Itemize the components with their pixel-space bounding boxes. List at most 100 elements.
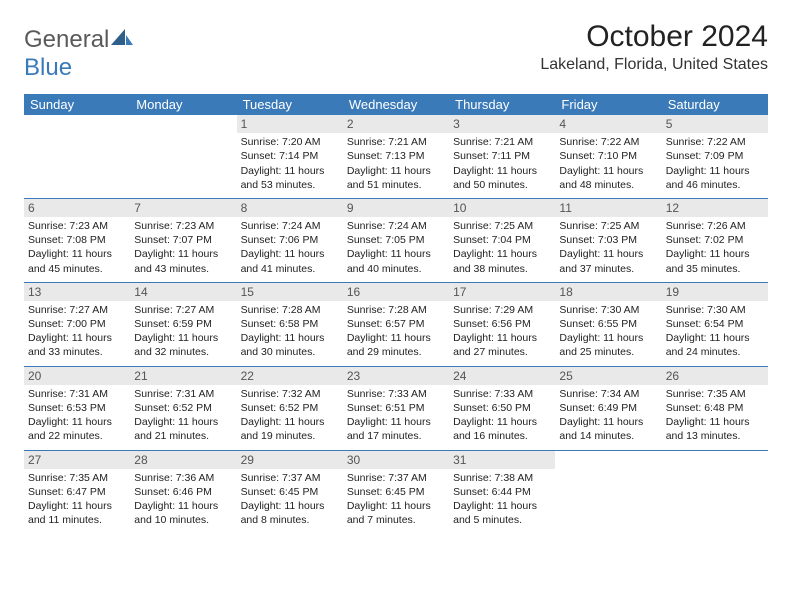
week-row: 27Sunrise: 7:35 AMSunset: 6:47 PMDayligh… (24, 450, 768, 533)
day-cell: 3 Sunrise: 7:21 AMSunset: 7:11 PMDaylight… (449, 115, 555, 198)
day-number: 11 (555, 199, 661, 217)
week-row: ..1Sunrise: 7:20 AMSunset: 7:14 PMDaylig… (24, 115, 768, 198)
day-header-fri: Friday (555, 94, 661, 115)
day-cell: 28Sunrise: 7:36 AMSunset: 6:46 PMDayligh… (130, 450, 236, 533)
day-line: Sunrise: 7:32 AM (241, 387, 339, 401)
day-line: Sunrise: 7:35 AM (666, 387, 764, 401)
day-line: Sunset: 6:45 PM (347, 485, 445, 499)
day-body: Sunrise: 7:35 AMSunset: 6:48 PMDaylight:… (666, 387, 764, 444)
title-block: October 2024 Lakeland, Florida, United S… (540, 20, 768, 74)
day-header-wed: Wednesday (343, 94, 449, 115)
location: Lakeland, Florida, United States (540, 56, 768, 74)
day-number: 9 (343, 199, 449, 217)
day-line: Sunset: 6:52 PM (241, 401, 339, 415)
day-line: Sunrise: 7:27 AM (28, 303, 126, 317)
day-line: Sunrise: 7:24 AM (241, 219, 339, 233)
day-header-row: Sunday Monday Tuesday Wednesday Thursday… (24, 94, 768, 115)
day-line: Daylight: 11 hours and 37 minutes. (559, 247, 657, 275)
day-line: Daylight: 11 hours and 30 minutes. (241, 331, 339, 359)
day-line: Daylight: 11 hours and 24 minutes. (666, 331, 764, 359)
day-cell: . (130, 115, 236, 198)
day-number: 28 (130, 451, 236, 469)
day-line: Sunset: 7:02 PM (666, 233, 764, 247)
day-body: Sunrise: 7:29 AMSunset: 6:56 PMDaylight:… (453, 303, 551, 360)
day-body: Sunrise: 7:31 AMSunset: 6:53 PMDaylight:… (28, 387, 126, 444)
day-number: 19 (662, 283, 768, 301)
day-header-thu: Thursday (449, 94, 555, 115)
week-row: 20Sunrise: 7:31 AMSunset: 6:53 PMDayligh… (24, 366, 768, 450)
day-line: Daylight: 11 hours and 43 minutes. (134, 247, 232, 275)
day-cell: 15 Sunrise: 7:28 AMSunset: 6:58 PMDayligh… (237, 282, 343, 366)
day-cell: 17 Sunrise: 7:29 AMSunset: 6:56 PMDayligh… (449, 282, 555, 366)
day-line: Sunset: 6:44 PM (453, 485, 551, 499)
day-body: Sunrise: 7:37 AMSunset: 6:45 PMDaylight:… (241, 471, 339, 528)
day-line: Sunset: 6:52 PM (134, 401, 232, 415)
day-number: 21 (130, 367, 236, 385)
day-line: Sunset: 6:47 PM (28, 485, 126, 499)
day-line: Sunset: 7:05 PM (347, 233, 445, 247)
day-line: Sunrise: 7:38 AM (453, 471, 551, 485)
day-body: Sunrise: 7:33 AMSunset: 6:51 PMDaylight:… (347, 387, 445, 444)
logo: GeneralBlue (24, 26, 133, 82)
day-line: Sunset: 6:48 PM (666, 401, 764, 415)
day-line: Daylight: 11 hours and 48 minutes. (559, 164, 657, 192)
day-header-mon: Monday (130, 94, 236, 115)
day-line: Sunrise: 7:35 AM (28, 471, 126, 485)
day-line: Sunrise: 7:26 AM (666, 219, 764, 233)
day-number: 2 (343, 115, 449, 133)
day-line: Sunrise: 7:37 AM (347, 471, 445, 485)
day-number: 18 (555, 283, 661, 301)
day-number: 17 (449, 283, 555, 301)
day-line: Sunset: 6:49 PM (559, 401, 657, 415)
day-line: Daylight: 11 hours and 25 minutes. (559, 331, 657, 359)
day-body: Sunrise: 7:22 AMSunset: 7:09 PMDaylight:… (666, 135, 764, 192)
day-line: Sunrise: 7:29 AM (453, 303, 551, 317)
day-line: Sunrise: 7:28 AM (241, 303, 339, 317)
day-line: Sunset: 7:11 PM (453, 149, 551, 163)
day-line: Daylight: 11 hours and 8 minutes. (241, 499, 339, 527)
day-number: 15 (237, 283, 343, 301)
day-number: 24 (449, 367, 555, 385)
day-line: Sunrise: 7:30 AM (559, 303, 657, 317)
day-number: 31 (449, 451, 555, 469)
day-cell: 7Sunrise: 7:23 AMSunset: 7:07 PMDaylight… (130, 198, 236, 282)
day-line: Daylight: 11 hours and 46 minutes. (666, 164, 764, 192)
day-cell: . (662, 450, 768, 533)
day-line: Daylight: 11 hours and 5 minutes. (453, 499, 551, 527)
week-row: 6Sunrise: 7:23 AMSunset: 7:08 PMDaylight… (24, 198, 768, 282)
day-body: Sunrise: 7:27 AMSunset: 6:59 PMDaylight:… (134, 303, 232, 360)
day-line: Daylight: 11 hours and 51 minutes. (347, 164, 445, 192)
day-cell: 26Sunrise: 7:35 AMSunset: 6:48 PMDayligh… (662, 366, 768, 450)
logo-text-gray: General (24, 26, 109, 53)
day-line: Sunrise: 7:21 AM (453, 135, 551, 149)
day-body: Sunrise: 7:35 AMSunset: 6:47 PMDaylight:… (28, 471, 126, 528)
header: GeneralBlue October 2024 Lakeland, Flori… (24, 20, 768, 82)
day-cell: 16Sunrise: 7:28 AMSunset: 6:57 PMDayligh… (343, 282, 449, 366)
day-cell: 5Sunrise: 7:22 AMSunset: 7:09 PMDaylight… (662, 115, 768, 198)
day-body: Sunrise: 7:32 AMSunset: 6:52 PMDaylight:… (241, 387, 339, 444)
day-line: Daylight: 11 hours and 29 minutes. (347, 331, 445, 359)
day-cell: 10Sunrise: 7:25 AMSunset: 7:04 PMDayligh… (449, 198, 555, 282)
day-number: 22 (237, 367, 343, 385)
page: GeneralBlue October 2024 Lakeland, Flori… (0, 0, 792, 553)
day-line: Daylight: 11 hours and 14 minutes. (559, 415, 657, 443)
day-line: Daylight: 11 hours and 50 minutes. (453, 164, 551, 192)
day-line: Daylight: 11 hours and 35 minutes. (666, 247, 764, 275)
day-body: Sunrise: 7:25 AMSunset: 7:03 PMDaylight:… (559, 219, 657, 276)
day-number: 8 (237, 199, 343, 217)
day-line: Sunset: 7:10 PM (559, 149, 657, 163)
day-body: Sunrise: 7:30 AMSunset: 6:54 PMDaylight:… (666, 303, 764, 360)
day-line: Sunset: 6:58 PM (241, 317, 339, 331)
day-cell: 6Sunrise: 7:23 AMSunset: 7:08 PMDaylight… (24, 198, 130, 282)
day-number: 3 (449, 115, 555, 133)
day-line: Daylight: 11 hours and 17 minutes. (347, 415, 445, 443)
day-line: Sunrise: 7:23 AM (28, 219, 126, 233)
day-line: Sunrise: 7:31 AM (134, 387, 232, 401)
day-number: 30 (343, 451, 449, 469)
day-line: Sunset: 6:50 PM (453, 401, 551, 415)
day-line: Daylight: 11 hours and 40 minutes. (347, 247, 445, 275)
day-line: Sunrise: 7:27 AM (134, 303, 232, 317)
day-number: 16 (343, 283, 449, 301)
logo-text-blue: Blue (24, 54, 72, 81)
day-body: Sunrise: 7:22 AMSunset: 7:10 PMDaylight:… (559, 135, 657, 192)
